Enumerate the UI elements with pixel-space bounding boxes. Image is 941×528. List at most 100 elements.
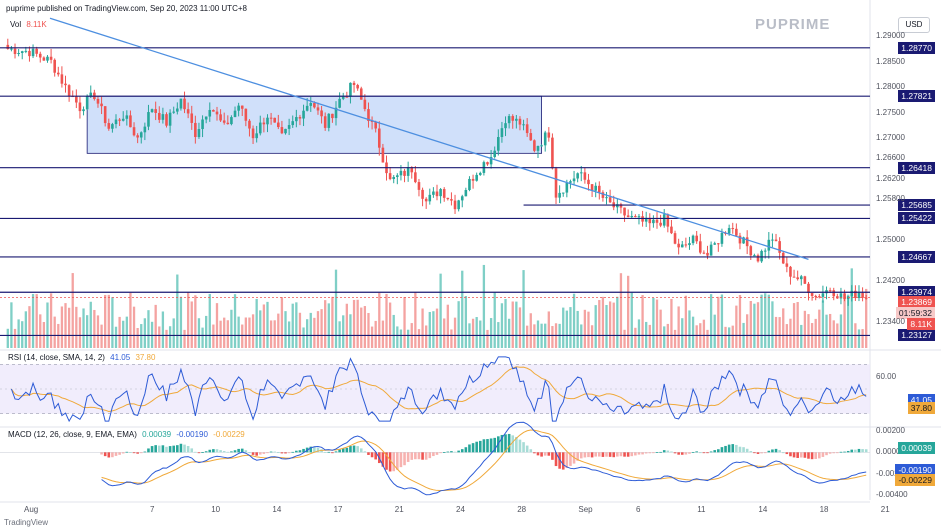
candle <box>305 105 309 111</box>
candle <box>251 128 255 139</box>
macd-histogram-bar <box>139 452 143 454</box>
time-tick-12: 18 <box>819 505 829 514</box>
macd-histogram-bar <box>114 452 118 456</box>
candle <box>10 48 13 50</box>
macd-histogram-bar <box>468 444 471 453</box>
volume-bar <box>771 301 774 348</box>
macd-histogram-bar <box>821 452 825 457</box>
candle <box>457 200 460 210</box>
volume-bar <box>634 327 637 348</box>
volume-bar <box>652 297 655 348</box>
macd-histogram-bar <box>500 434 504 453</box>
macd-histogram-bar <box>385 452 388 470</box>
candle <box>677 243 680 248</box>
volume-bar <box>320 309 323 348</box>
macd-histogram-bar <box>626 452 630 457</box>
macd-histogram-bar <box>807 452 810 459</box>
price-tick-6: 1.26200 <box>876 173 905 183</box>
candle <box>720 232 724 244</box>
candle <box>735 228 738 236</box>
candle <box>861 293 864 298</box>
publisher-text: puprime published on TradingView.com, Se… <box>6 4 247 13</box>
candle <box>396 175 399 178</box>
macd-histogram-bar <box>810 452 814 460</box>
macd-histogram-bar <box>522 442 525 453</box>
volume-bar <box>612 302 615 348</box>
macd-histogram-bar <box>533 452 536 454</box>
macd-histogram-bar <box>854 449 857 453</box>
volume-bar <box>500 303 504 348</box>
candle <box>745 237 749 247</box>
macd-histogram-bar <box>717 449 720 453</box>
macd-histogram-bar <box>601 452 605 457</box>
volume-bar <box>785 324 789 348</box>
macd-histogram-bar <box>684 452 688 455</box>
macd-histogram-bar <box>738 446 742 453</box>
macd-histogram-bar <box>493 437 497 453</box>
volume-bar <box>201 327 204 348</box>
macd-histogram-bar <box>576 452 579 461</box>
candle <box>277 122 280 128</box>
candle <box>356 85 359 89</box>
currency-button[interactable]: USD <box>898 17 930 33</box>
candle <box>157 112 161 120</box>
macd-histogram-bar <box>767 450 771 453</box>
volume-bar <box>821 300 825 348</box>
candle <box>839 293 843 299</box>
candle <box>659 222 662 226</box>
volume-bar <box>64 303 67 348</box>
volume-bar <box>273 320 276 348</box>
level-tag-2: 1.26418 <box>898 161 935 174</box>
candle <box>269 117 273 119</box>
candle <box>338 98 341 108</box>
volume-tag: 8.11K <box>907 317 935 330</box>
volume-bar <box>753 303 756 348</box>
volume-bar <box>839 314 843 348</box>
macd-legend-macd: -0.00190 <box>176 430 208 439</box>
candle <box>767 239 771 251</box>
volume-bar <box>35 294 38 348</box>
macd-histogram-bar <box>789 452 792 457</box>
candle <box>497 137 500 151</box>
macd-histogram-bar <box>839 451 843 453</box>
macd-histogram-bar <box>457 450 460 453</box>
candle <box>428 194 432 202</box>
volume-bar <box>861 329 864 348</box>
volume-bar <box>489 318 493 348</box>
volume-bar <box>208 293 211 348</box>
candle <box>695 235 698 242</box>
candle <box>857 293 861 299</box>
volume-bar <box>486 329 489 348</box>
volume-bar <box>576 310 579 348</box>
macd-histogram-bar <box>226 451 230 453</box>
macd-histogram-bar <box>680 452 684 455</box>
candle <box>832 290 836 297</box>
volume-bar <box>262 304 266 348</box>
macd-histogram-bar <box>338 449 341 453</box>
volume-bar <box>168 326 172 348</box>
candle <box>287 125 291 129</box>
volume-bar <box>82 308 85 348</box>
candle <box>28 50 31 57</box>
macd-histogram-bar <box>320 449 323 453</box>
macd-histogram-bar <box>486 439 489 453</box>
volume-bar <box>244 317 247 348</box>
vol-value: 8.11K <box>26 20 47 29</box>
volume-bar <box>85 315 89 348</box>
volume-bar <box>796 302 799 348</box>
volume-bar <box>367 312 370 348</box>
volume-bar <box>223 317 226 348</box>
macd-histogram-bar <box>861 449 864 453</box>
macd-histogram-bar <box>644 452 648 454</box>
macd-histogram-bar <box>749 451 753 453</box>
macd-histogram-bar <box>659 451 662 453</box>
candle <box>226 122 230 125</box>
volume-bar <box>287 321 291 348</box>
volume-bar <box>695 325 698 348</box>
candle <box>785 263 789 267</box>
candle <box>17 53 20 55</box>
candle <box>176 108 179 112</box>
macd-tick-3: -0.00400 <box>876 489 908 499</box>
volume-bar <box>388 302 392 348</box>
